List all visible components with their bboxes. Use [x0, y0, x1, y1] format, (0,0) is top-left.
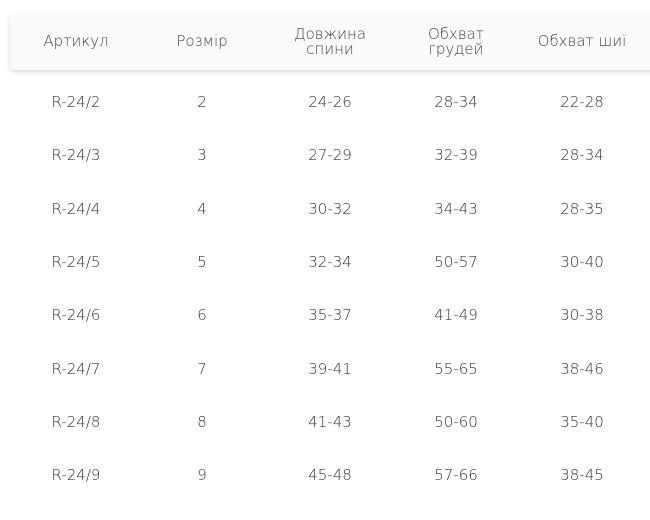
table-cell: R-24/4 — [51, 199, 101, 218]
column-header-line: Артикул — [43, 32, 109, 50]
column-header-line: спини — [306, 40, 354, 58]
table-cell: R-24/7 — [51, 359, 101, 378]
table-cell: 50-60 — [434, 412, 478, 431]
table-cell: 35-40 — [560, 412, 604, 431]
table-cell: 27-29 — [308, 146, 352, 165]
column-header-line: грудей — [428, 40, 484, 58]
table-row: R-24/4 4 30-32 34-43 28-35 — [0, 199, 650, 254]
column-header-line: Обхват шиї — [537, 32, 627, 50]
table-cell: 8 — [197, 412, 207, 431]
table-cell: 30-38 — [560, 306, 604, 325]
table-cell: 4 — [197, 199, 207, 218]
table-header: Артикул Розмір Довжина спини Обхват грудей Обх… — [10, 13, 650, 70]
table-row: R-24/7 7 39-41 55-65 38-46 — [0, 359, 650, 414]
table-cell: 50-57 — [434, 252, 478, 271]
table-cell: 57-66 — [434, 466, 478, 485]
table-cell: 5 — [197, 252, 207, 271]
table-cell: 30-40 — [560, 252, 604, 271]
table-cell: 9 — [197, 466, 207, 485]
column-header-line: Розмір — [176, 32, 228, 50]
table-cell: 34-43 — [434, 199, 478, 218]
table-cell: 35-37 — [308, 306, 352, 325]
table-cell: 30-32 — [308, 199, 352, 218]
table-row: R-24/3 3 27-29 32-39 28-34 — [0, 147, 650, 200]
column-header: Артикул — [14, 34, 138, 49]
table-row: R-24/5 5 32-34 50-57 30-40 — [0, 252, 650, 307]
table-cell: 7 — [197, 359, 207, 378]
column-header: Обхват грудей — [394, 27, 518, 57]
table-row: R-24/2 2 24-26 28-34 22-28 — [0, 94, 650, 147]
table-cell: 24-26 — [308, 93, 352, 111]
table-cell: R-24/6 — [51, 306, 101, 325]
table-cell: 22-28 — [560, 93, 604, 111]
table-cell: 39-41 — [308, 359, 352, 378]
table-cell: 38-45 — [560, 466, 604, 485]
table-cell: R-24/3 — [51, 146, 101, 165]
table-cell: 55-65 — [434, 359, 478, 378]
table-row: R-24/6 6 35-37 41-49 30-38 — [0, 307, 650, 360]
column-header-line: Обхват — [427, 25, 485, 43]
table-cell: 45-48 — [308, 466, 352, 485]
column-header-line: Довжина — [293, 25, 367, 43]
table-cell: R-24/5 — [51, 252, 101, 271]
column-header: Довжина спини — [268, 27, 392, 57]
table-cell: R-24/9 — [51, 466, 101, 485]
table-cell: 32-39 — [434, 146, 478, 165]
table-cell: 28-34 — [560, 146, 604, 165]
column-header: Розмір — [140, 34, 264, 49]
table-cell: 3 — [197, 146, 207, 165]
column-header: Обхват шиї — [520, 34, 644, 49]
table-cell: 6 — [197, 306, 207, 325]
table-row: R-24/9 9 45-48 57-66 38-45 — [0, 467, 650, 520]
table-cell: 28-34 — [434, 93, 478, 111]
table-cell: 41-49 — [434, 306, 478, 325]
table-cell: R-24/8 — [51, 412, 101, 431]
table-cell: 28-35 — [560, 199, 604, 218]
table-row: R-24/8 8 41-43 50-60 35-40 — [0, 412, 650, 467]
table-cell: 2 — [197, 93, 207, 111]
table-cell: 38-46 — [560, 359, 604, 378]
table-cell: R-24/2 — [51, 93, 101, 111]
table-cell: 41-43 — [308, 412, 352, 431]
table-cell: 32-34 — [308, 252, 352, 271]
